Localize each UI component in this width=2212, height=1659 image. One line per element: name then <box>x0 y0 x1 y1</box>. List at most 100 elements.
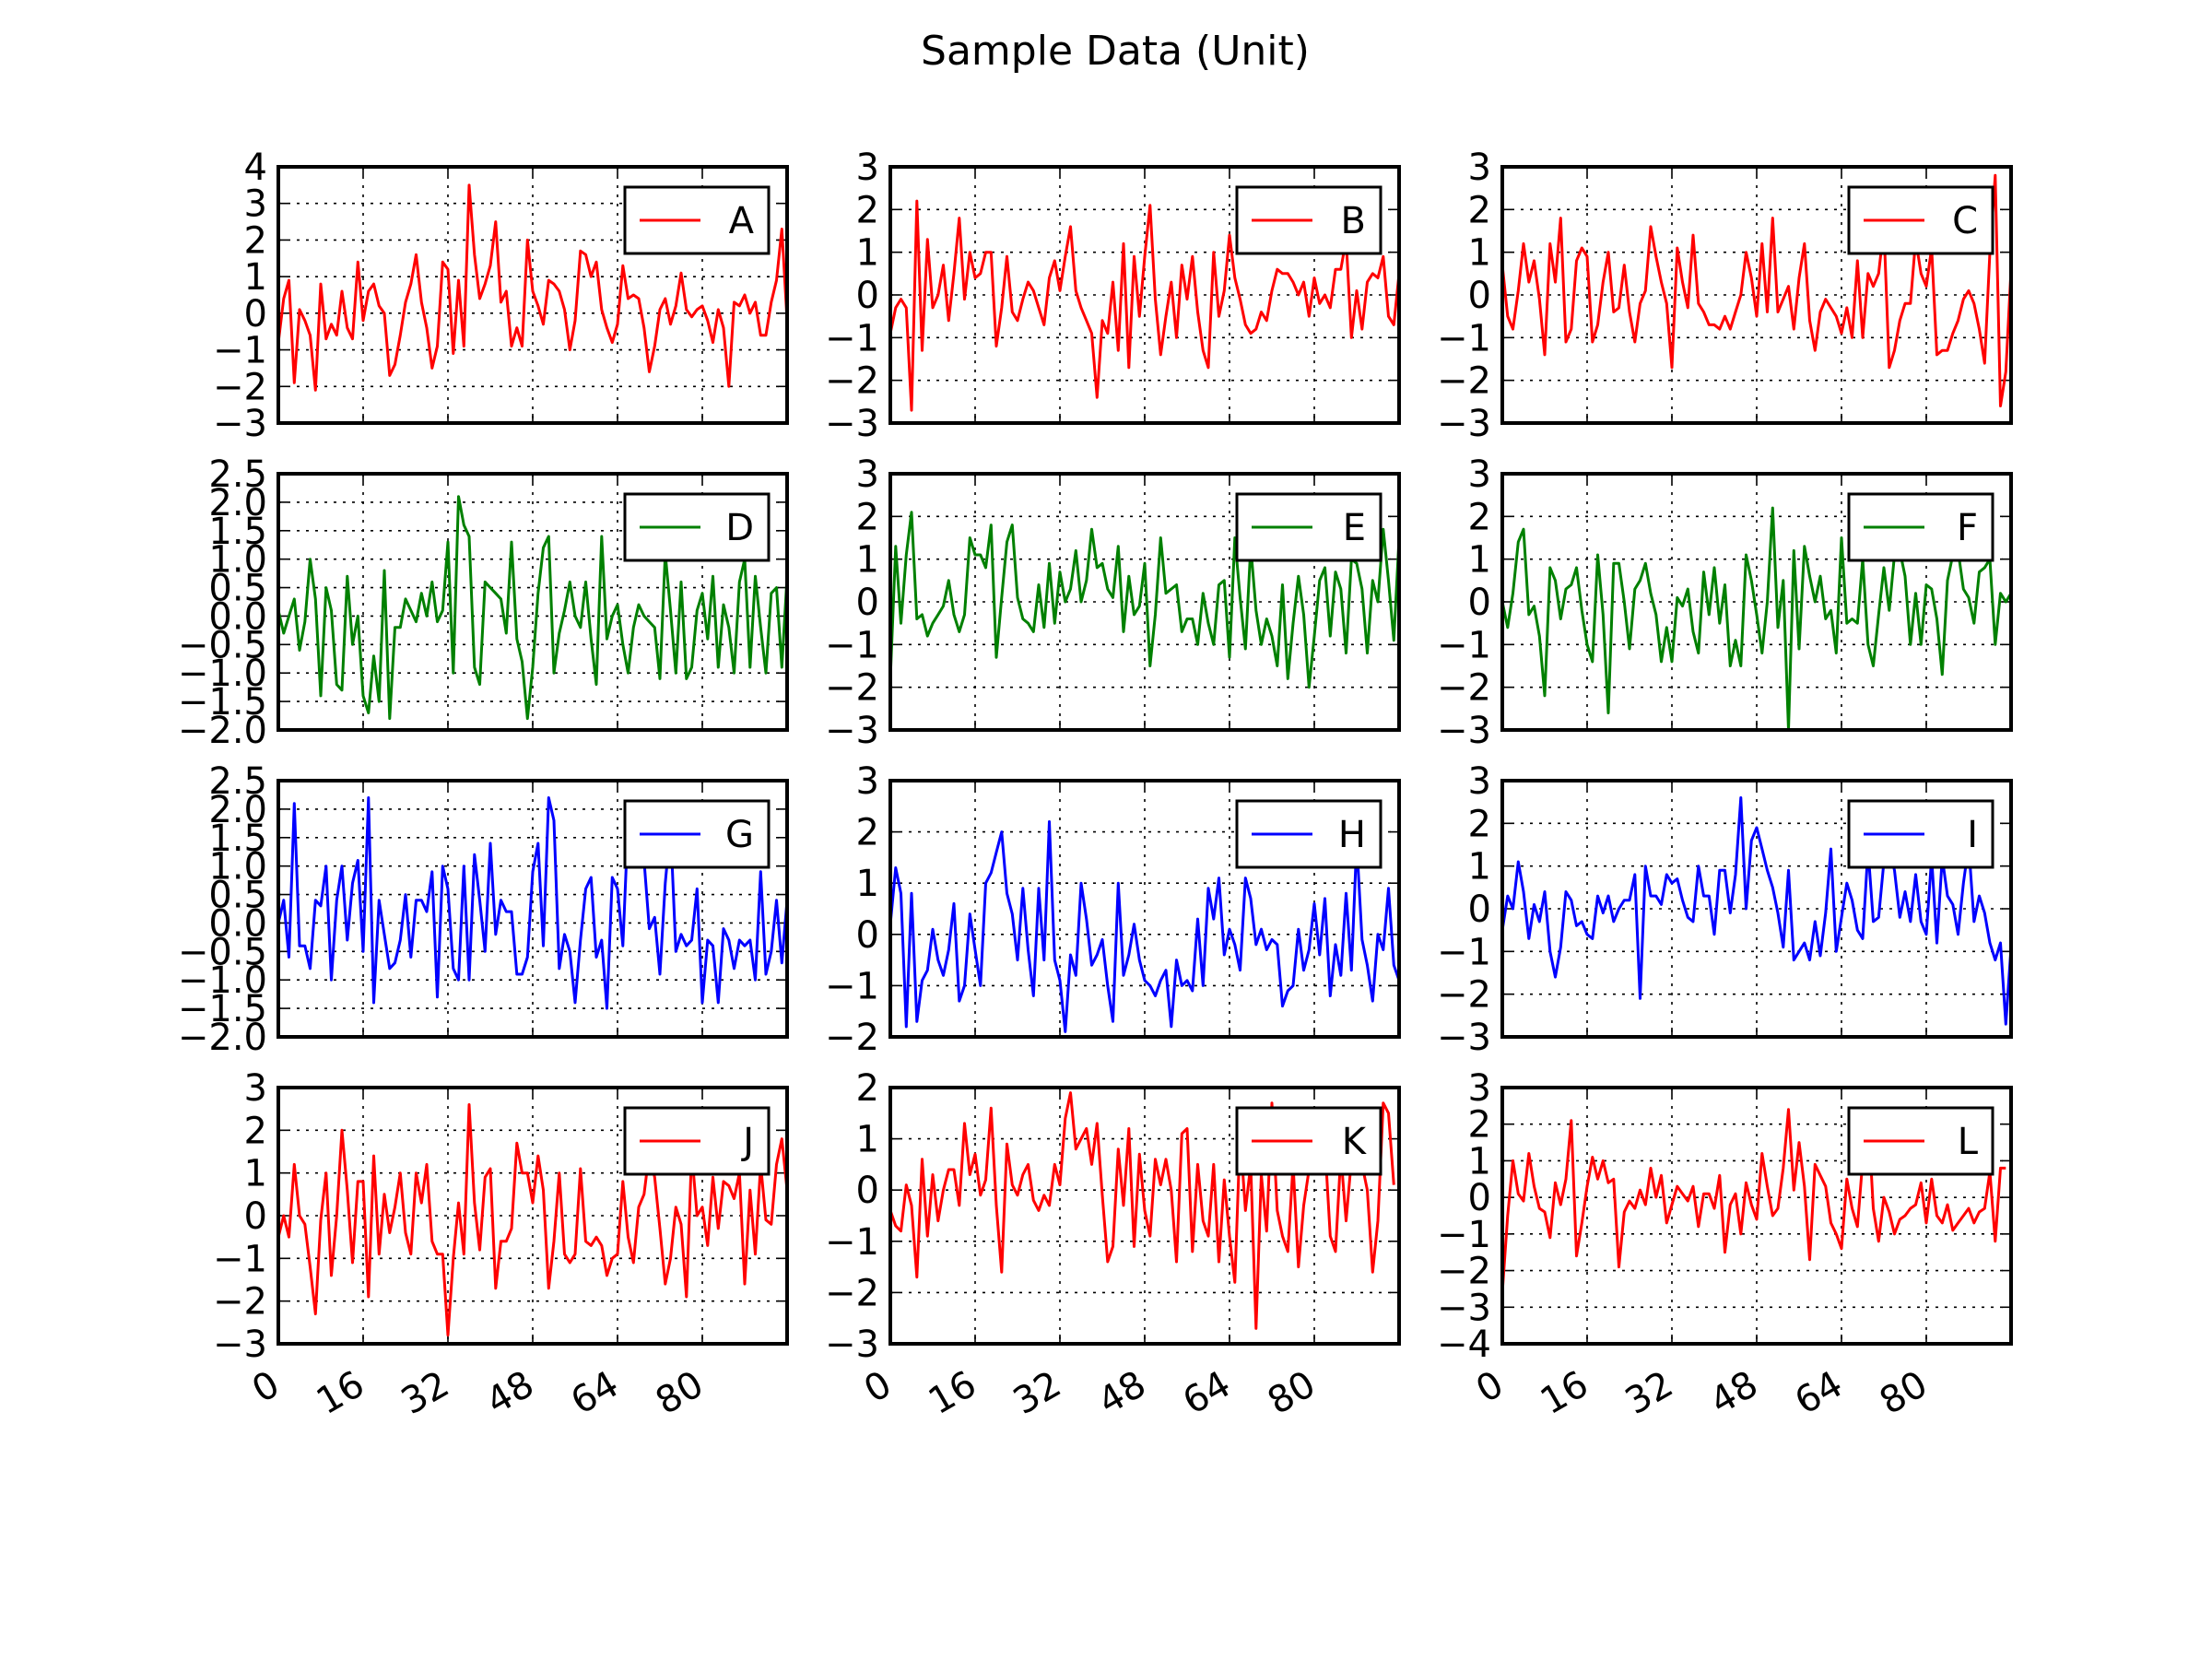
x-tick-label: 16 <box>1534 1363 1595 1423</box>
x-tick-label: 64 <box>564 1363 626 1423</box>
legend-label: H <box>1338 814 1366 856</box>
figure-title: Sample Data (Unit) <box>921 28 1310 75</box>
y-tick-label: −1.5 <box>178 988 267 1030</box>
y-tick-label: −2 <box>825 360 879 403</box>
y-tick-label: −3 <box>825 1324 879 1366</box>
y-tick-label: −1 <box>825 1221 879 1264</box>
y-tick-label: −2 <box>1437 667 1491 710</box>
x-tick-label: 80 <box>1261 1363 1323 1423</box>
y-tick-label: 1 <box>856 863 879 905</box>
x-tick-label: 32 <box>1006 1363 1068 1423</box>
y-tick-label: 1.5 <box>208 818 267 860</box>
y-tick-label: 2 <box>1468 1104 1491 1147</box>
legend: F <box>1847 492 1994 562</box>
y-tick-label: −1 <box>1437 1214 1491 1256</box>
y-tick-label: 0 <box>1468 888 1491 931</box>
y-tick-label: −2.0 <box>178 1017 267 1059</box>
y-tick-label: −1 <box>825 317 879 359</box>
y-tick-label: 3 <box>1468 760 1491 803</box>
y-tick-label: 1 <box>244 1153 267 1195</box>
axes-frame <box>1500 472 2013 732</box>
y-tick-label: −2 <box>825 667 879 710</box>
y-tick-label: 3 <box>1468 453 1491 496</box>
y-tick-label: −3 <box>1437 710 1491 752</box>
y-tick-label: 2 <box>856 189 879 231</box>
y-tick-label: 0 <box>1468 582 1491 624</box>
series-line-l <box>1502 1108 2006 1293</box>
subplot-k: −3 −2 −1 0 1 2 0 16 32 48 64 80 K <box>825 1067 1401 1423</box>
legend-label: J <box>740 1121 754 1163</box>
y-tick-label: 1 <box>1468 846 1491 888</box>
legend-label: D <box>725 507 754 549</box>
legend-label: L <box>1958 1121 1979 1163</box>
series-line-d <box>278 495 787 721</box>
axes-frame <box>276 779 789 1039</box>
x-tick-label: 0 <box>1469 1363 1511 1412</box>
legend: G <box>623 799 771 869</box>
y-tick-label: 1 <box>1468 539 1491 582</box>
y-tick-label: 2 <box>856 812 879 854</box>
y-tick-label: −2.0 <box>178 710 267 752</box>
y-tick-label: −1 <box>1437 931 1491 973</box>
y-tick-label: 0 <box>856 582 879 624</box>
axes-frame <box>1500 779 2013 1039</box>
y-tick-label: −2 <box>213 1281 267 1324</box>
series-line-h <box>890 820 1399 1033</box>
y-tick-label: 0 <box>244 1195 267 1238</box>
y-tick-label: −3 <box>1437 1017 1491 1059</box>
series-line-a <box>278 183 787 392</box>
y-tick-label: 0 <box>1468 1177 1491 1219</box>
subplot-g: −2.0−1.5−1.0−0.50.00.51.01.52.02.5 G <box>178 760 789 1059</box>
y-tick-label: −3 <box>213 1324 267 1366</box>
x-tick-label: 48 <box>1091 1363 1153 1423</box>
y-tick-label: 1 <box>856 539 879 582</box>
series-line-b <box>890 199 1399 412</box>
y-tick-label: 3 <box>1468 147 1491 189</box>
y-tick-label: 0.5 <box>208 568 267 610</box>
y-tick-label: −1 <box>213 330 267 372</box>
x-tick-label: 32 <box>1618 1363 1680 1423</box>
axes-frame <box>888 1086 1401 1346</box>
axes-frame <box>888 779 1401 1039</box>
legend-label: G <box>725 814 754 856</box>
y-tick-label: 1.0 <box>208 539 267 582</box>
y-tick-label: −1 <box>213 1238 267 1280</box>
y-tick-label: −2 <box>825 1017 879 1059</box>
axes-frame <box>276 165 789 425</box>
y-tick-label: 2 <box>1468 189 1491 231</box>
legend-label: A <box>729 200 755 242</box>
legend: K <box>1235 1106 1382 1176</box>
series-line-j <box>278 1103 787 1337</box>
y-tick-label: 0.0 <box>208 902 267 945</box>
y-tick-label: 3 <box>244 1067 267 1110</box>
y-tick-label: 4 <box>244 147 267 189</box>
series-line-e <box>890 511 1399 689</box>
y-tick-label: 1.5 <box>208 511 267 553</box>
y-tick-label: −2 <box>825 1272 879 1314</box>
y-tick-label: −3 <box>825 710 879 752</box>
y-tick-label: −3 <box>1437 1287 1491 1329</box>
y-tick-label: 2 <box>1468 803 1491 845</box>
subplot-d: −2.0−1.5−1.0−0.50.00.51.01.52.02.5 D <box>178 453 789 752</box>
x-tick-label: 16 <box>922 1363 983 1423</box>
axes-frame <box>276 1086 789 1346</box>
y-tick-label: 2 <box>856 496 879 538</box>
y-tick-label: −0.5 <box>178 624 267 666</box>
x-tick-label: 48 <box>479 1363 541 1423</box>
y-tick-label: 1 <box>856 232 879 275</box>
y-tick-label: 3 <box>856 760 879 803</box>
y-tick-label: 1 <box>244 256 267 299</box>
y-tick-label: 1 <box>1468 232 1491 275</box>
series-line-g <box>278 796 787 1010</box>
x-tick-label: 48 <box>1703 1363 1765 1423</box>
x-tick-label: 16 <box>310 1363 371 1423</box>
y-tick-label: 0.0 <box>208 595 267 638</box>
axes-frame <box>888 472 1401 732</box>
y-tick-label: −3 <box>1437 403 1491 445</box>
